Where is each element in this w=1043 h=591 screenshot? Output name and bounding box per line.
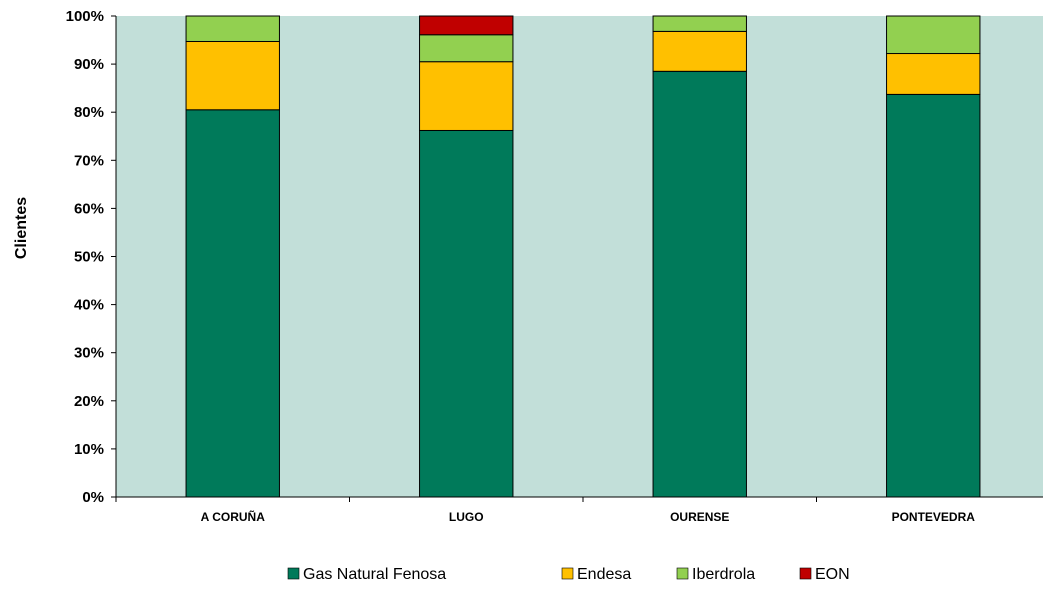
legend-swatch [287,567,300,580]
legend-label: Endesa [577,566,631,583]
legend-label: EON [815,566,850,583]
legend: Gas Natural Fenosa Endesa Iberdrola EON [287,566,850,583]
y-tick-label: 10% [74,441,104,458]
bar-segment [419,61,514,131]
y-axis-title: Clientes [13,197,30,259]
bar-segment [652,30,747,72]
legend-swatch [561,567,574,580]
x-category-label: PONTEVEDRA [892,510,976,524]
bar-segment [886,53,981,95]
bar-segment [419,129,514,498]
y-tick-label: 50% [74,249,104,266]
x-category-label: A CORUÑA [201,509,266,524]
legend-label: Gas Natural Fenosa [303,566,446,583]
y-tick-label: 40% [74,297,104,314]
bar-segment [185,40,280,111]
bar-segment [886,15,981,55]
bar-segment [419,34,514,63]
legend-label: Iberdrola [692,566,755,583]
y-tick-label: 90% [74,56,104,73]
legend-swatch [676,567,689,580]
bar-segment [185,109,280,498]
bar-segment [886,93,981,498]
bar-segment [652,70,747,498]
y-tick-label: 80% [74,104,104,121]
y-tick-label: 70% [74,152,104,169]
bars-layer [185,15,981,498]
x-category-label: OURENSE [670,510,729,524]
y-tick-label: 0% [82,489,104,506]
axes-layer: 0% 10% 20% 30% 40% 50% 60% 70% 80% 90% 100% A CORUÑ… [66,8,1043,524]
bar-segment [185,15,280,42]
legend-swatch [799,567,812,580]
y-tick-label: 100% [66,8,104,25]
bar-segment [652,15,747,32]
y-tick-label: 30% [74,345,104,362]
bar-segment [419,15,514,36]
y-tick-label: 60% [74,200,104,217]
x-category-label: LUGO [449,510,484,524]
y-tick-label: 20% [74,393,104,410]
